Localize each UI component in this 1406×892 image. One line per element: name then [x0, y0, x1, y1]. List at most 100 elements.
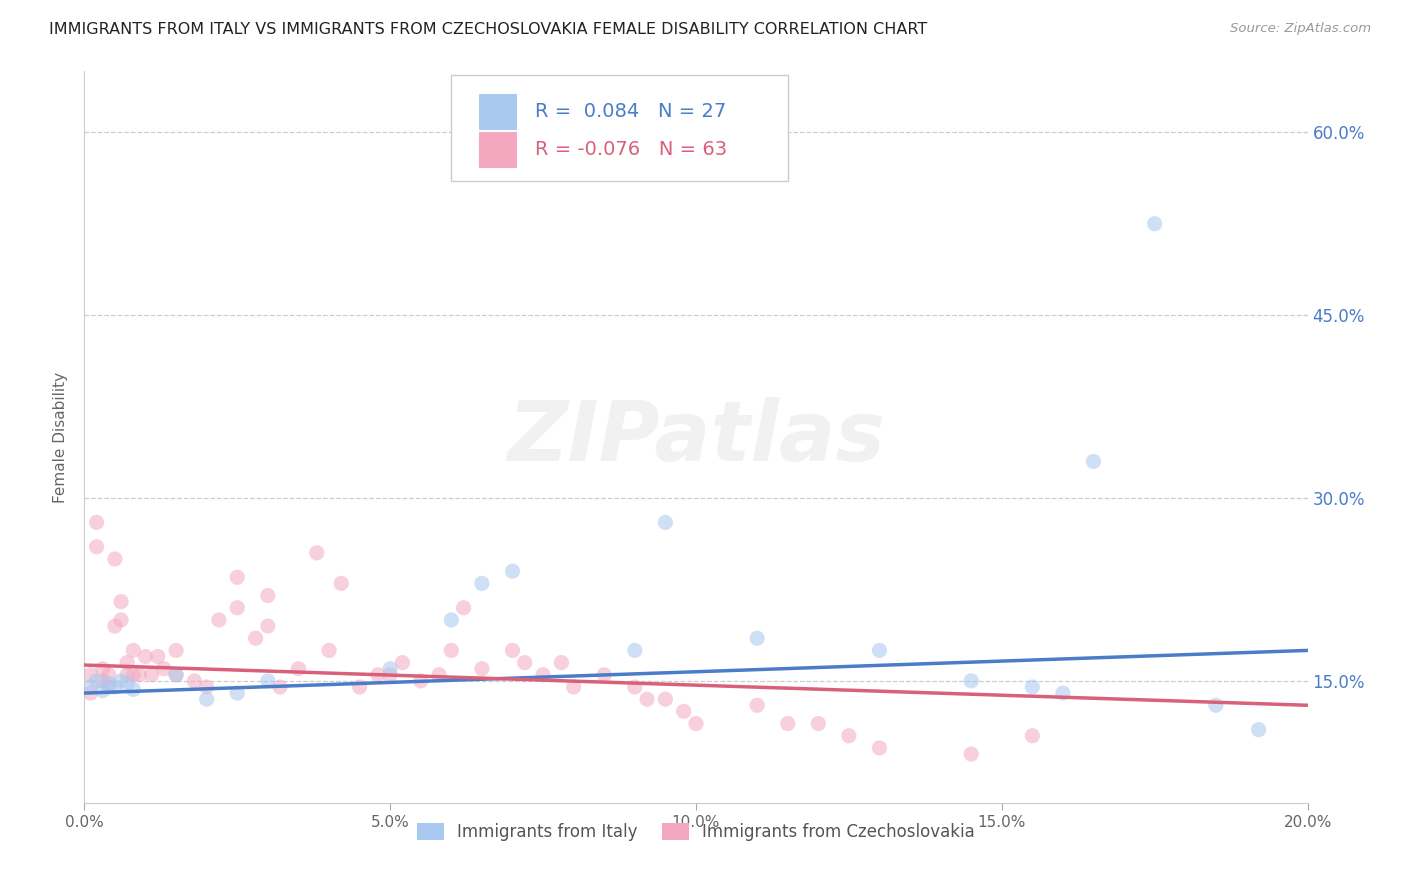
Point — [287, 662, 309, 676]
Text: ZIPatlas: ZIPatlas — [508, 397, 884, 477]
Point — [869, 740, 891, 755]
Point — [440, 613, 463, 627]
Point — [257, 619, 280, 633]
Point — [226, 570, 249, 584]
Point — [115, 667, 138, 681]
Point — [245, 632, 267, 646]
Point — [146, 649, 169, 664]
Point — [91, 673, 114, 688]
Point — [776, 716, 799, 731]
Point — [685, 716, 707, 731]
Point — [502, 564, 524, 578]
Point — [305, 546, 328, 560]
Point — [269, 680, 291, 694]
Point — [960, 673, 983, 688]
FancyBboxPatch shape — [479, 132, 516, 167]
Point — [593, 667, 616, 681]
Text: Source: ZipAtlas.com: Source: ZipAtlas.com — [1230, 22, 1371, 36]
Point — [807, 716, 830, 731]
Point — [79, 686, 101, 700]
Point — [257, 673, 280, 688]
Point — [122, 643, 145, 657]
Point — [195, 692, 218, 706]
Point — [110, 594, 132, 608]
Point — [183, 673, 205, 688]
Point — [226, 686, 249, 700]
Point — [128, 667, 150, 681]
Point — [86, 540, 108, 554]
Point — [97, 667, 120, 681]
Point — [97, 676, 120, 690]
Point — [122, 667, 145, 681]
Point — [380, 662, 402, 676]
Text: IMMIGRANTS FROM ITALY VS IMMIGRANTS FROM CZECHOSLOVAKIA FEMALE DISABILITY CORREL: IMMIGRANTS FROM ITALY VS IMMIGRANTS FROM… — [49, 22, 928, 37]
Point — [1143, 217, 1166, 231]
Point — [330, 576, 353, 591]
Point — [513, 656, 536, 670]
Point — [624, 643, 647, 657]
Point — [869, 643, 891, 657]
Point — [86, 673, 108, 688]
Point — [141, 667, 163, 681]
Point — [79, 667, 101, 681]
Point — [79, 680, 101, 694]
Point — [318, 643, 340, 657]
Point — [1205, 698, 1227, 713]
Point — [367, 667, 389, 681]
Point — [502, 643, 524, 657]
Point — [153, 662, 176, 676]
Text: R = -0.076   N = 63: R = -0.076 N = 63 — [534, 140, 727, 159]
Point — [122, 682, 145, 697]
Point — [208, 613, 231, 627]
Point — [1052, 686, 1074, 700]
Point — [747, 632, 769, 646]
Point — [838, 729, 860, 743]
Point — [97, 680, 120, 694]
Point — [1083, 454, 1105, 468]
Point — [747, 698, 769, 713]
FancyBboxPatch shape — [451, 75, 787, 181]
Point — [440, 643, 463, 657]
Point — [115, 676, 138, 690]
Point — [115, 656, 138, 670]
Point — [165, 643, 187, 657]
Point — [531, 667, 554, 681]
Point — [550, 656, 572, 670]
Point — [1021, 680, 1043, 694]
Point — [104, 552, 127, 566]
Point — [453, 600, 475, 615]
Point — [380, 667, 402, 681]
Point — [654, 692, 676, 706]
Legend: Immigrants from Italy, Immigrants from Czechoslovakia: Immigrants from Italy, Immigrants from C… — [409, 814, 983, 849]
Point — [636, 692, 658, 706]
Point — [672, 705, 695, 719]
Point — [960, 747, 983, 761]
Point — [86, 516, 108, 530]
Text: R =  0.084   N = 27: R = 0.084 N = 27 — [534, 102, 725, 121]
Y-axis label: Female Disability: Female Disability — [53, 371, 69, 503]
Point — [257, 589, 280, 603]
Point — [91, 683, 114, 698]
Point — [91, 662, 114, 676]
Point — [471, 662, 494, 676]
Point — [562, 680, 585, 694]
Point — [104, 680, 127, 694]
Point — [195, 680, 218, 694]
Point — [226, 600, 249, 615]
Point — [135, 649, 157, 664]
Point — [409, 673, 432, 688]
FancyBboxPatch shape — [479, 94, 516, 129]
Point — [110, 613, 132, 627]
Point — [654, 516, 676, 530]
Point — [471, 576, 494, 591]
Point — [349, 680, 371, 694]
Point — [1021, 729, 1043, 743]
Point — [104, 619, 127, 633]
Point — [110, 673, 132, 688]
Point — [427, 667, 450, 681]
Point — [1247, 723, 1270, 737]
Point — [165, 667, 187, 681]
Point — [624, 680, 647, 694]
Point — [391, 656, 413, 670]
Point — [165, 667, 187, 681]
